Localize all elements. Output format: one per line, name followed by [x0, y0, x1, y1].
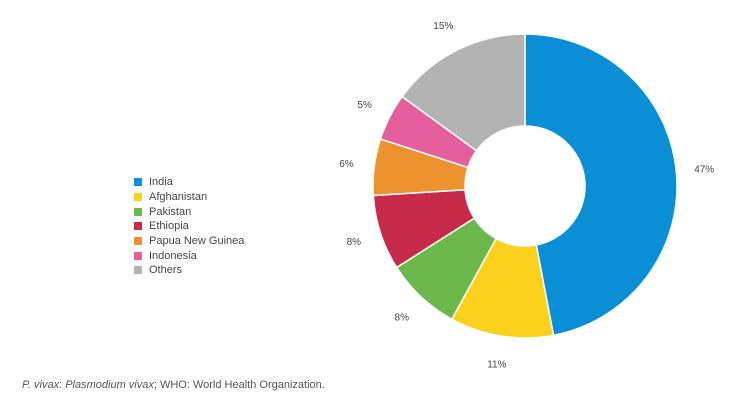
value-label-ethiopia: 8%: [347, 237, 362, 248]
footnote-abbreviation: P. vivax: [22, 379, 60, 391]
value-label-afghanistan: 11%: [487, 359, 506, 370]
footnote-text: ; WHO: World Health Organization.: [153, 379, 325, 391]
legend-item-others: Others: [134, 263, 244, 278]
footnote-definition: Plasmodium vivax: [65, 379, 154, 391]
legend-item-papua-new-guinea: Papua New Guinea: [134, 234, 244, 249]
chart-legend: India Afghanistan Pakistan Ethiopia Papua Ne…: [134, 175, 244, 278]
legend-item-india: India: [134, 175, 244, 190]
chart-slices: [372, 33, 678, 339]
footnote-separator: :: [59, 379, 66, 391]
legend-swatch: [134, 237, 142, 246]
value-label-pakistan: 8%: [395, 313, 410, 324]
legend-label: Papua New Guinea: [149, 235, 245, 248]
value-label-india: 47%: [694, 165, 714, 176]
legend-item-pakistan: Pakistan: [134, 204, 244, 219]
legend-label: Ethiopia: [149, 220, 189, 233]
value-label-papua-new-guinea: 6%: [339, 159, 354, 170]
legend-swatch: [134, 178, 142, 187]
value-label-indonesia: 5%: [357, 100, 372, 111]
legend-swatch: [134, 266, 142, 275]
slice-india: [524, 33, 678, 337]
legend-label: Indonesia: [149, 249, 197, 262]
legend-item-afghanistan: Afghanistan: [134, 190, 244, 205]
legend-label: Afghanistan: [149, 191, 208, 204]
legend-item-ethiopia: Ethiopia: [134, 219, 244, 234]
chart-value-labels: 47% 11% 8% 8% 6% 5% 15%: [339, 21, 714, 370]
legend-label: Others: [149, 264, 183, 277]
legend-swatch: [134, 222, 142, 231]
legend-label: India: [149, 176, 173, 189]
legend-swatch: [134, 193, 142, 202]
footnote: P. vivax: Plasmodium vivax; WHO: World H…: [22, 379, 325, 391]
slice-others: [400, 33, 526, 152]
legend-item-indonesia: Indonesia: [134, 248, 244, 263]
legend-label: Pakistan: [149, 205, 192, 218]
legend-swatch: [134, 207, 142, 216]
legend-swatch: [134, 251, 142, 260]
value-label-others: 15%: [433, 21, 453, 32]
